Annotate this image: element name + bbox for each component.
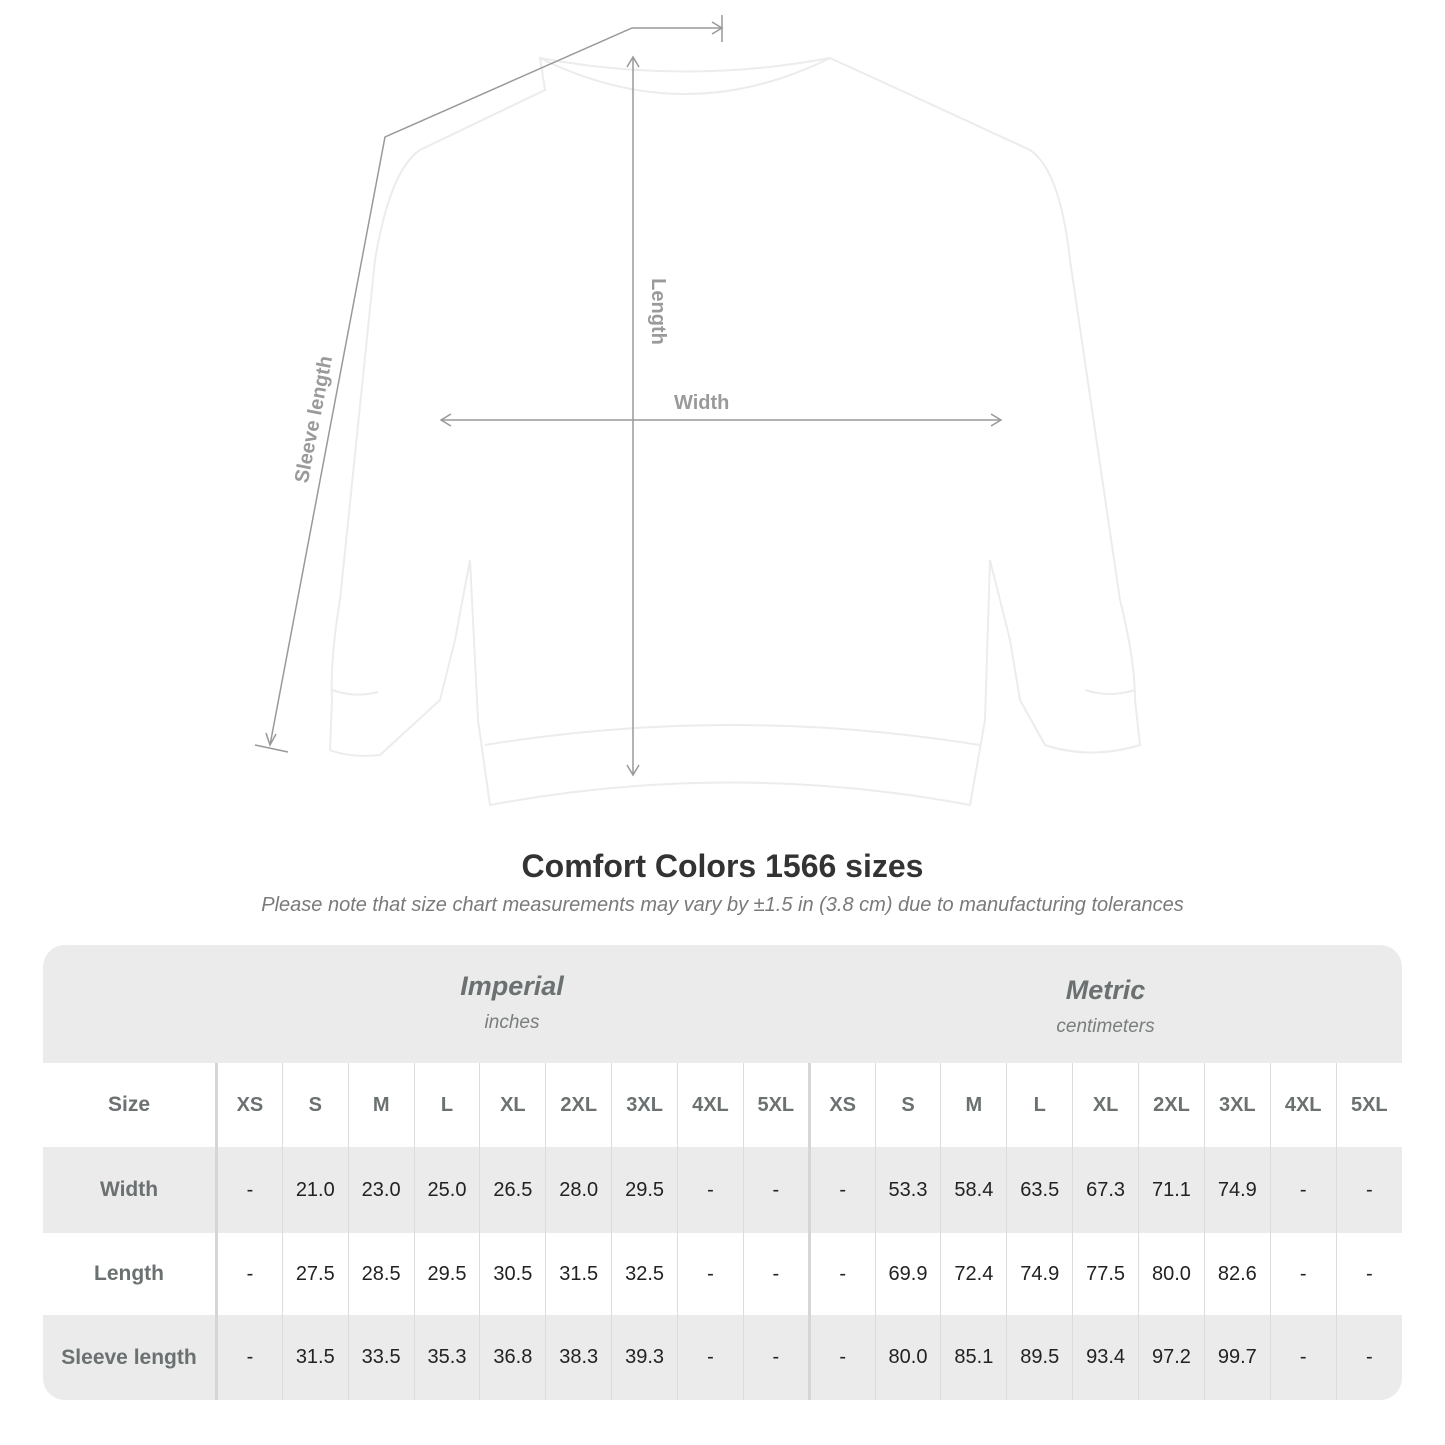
metric-cell: 67.3	[1072, 1147, 1139, 1233]
metric-size-4XL: 4XL	[1269, 1063, 1337, 1147]
imperial-size-XS: XS	[215, 1063, 283, 1147]
metric-cell: 63.5	[1006, 1147, 1073, 1233]
imperial-header: Imperial inches	[215, 945, 809, 1063]
metric-cell: 58.4	[940, 1147, 1007, 1233]
metric-size-S: S	[874, 1063, 941, 1147]
table-row: Length -27.5 28.5 29.5 30.5 31.5 32.5- - -69.9 72…	[43, 1233, 1402, 1315]
metric-cell: -	[1269, 1147, 1337, 1233]
imperial-cell: -	[215, 1315, 283, 1400]
imperial-cell: -	[677, 1147, 744, 1233]
metric-cell: -	[1335, 1147, 1402, 1233]
imperial-cell: -	[215, 1147, 283, 1233]
imperial-cell: 30.5	[479, 1233, 546, 1315]
metric-cell: 82.6	[1203, 1233, 1271, 1315]
row-label: Sleeve length	[43, 1315, 217, 1400]
metric-cell: 69.9	[874, 1233, 941, 1315]
imperial-title: Imperial	[460, 971, 564, 1001]
size-label: Size	[43, 1063, 217, 1147]
metric-cell: 71.1	[1138, 1147, 1205, 1233]
metric-cell: 77.5	[1072, 1233, 1139, 1315]
length-label: Length	[646, 278, 669, 345]
metric-size-M: M	[940, 1063, 1007, 1147]
metric-cell: 80.0	[1138, 1233, 1205, 1315]
imperial-size-XL: XL	[479, 1063, 546, 1147]
metric-cell: 85.1	[940, 1315, 1007, 1400]
imperial-cell: -	[742, 1147, 810, 1233]
imperial-cell: 35.3	[413, 1315, 480, 1400]
imperial-cell: 33.5	[347, 1315, 415, 1400]
metric-size-5XL: 5XL	[1335, 1063, 1402, 1147]
metric-cell: -	[807, 1147, 876, 1233]
imperial-unit: inches	[484, 1012, 540, 1033]
metric-size-L: L	[1006, 1063, 1073, 1147]
imperial-cell: -	[677, 1233, 744, 1315]
sleeve-length-arrow	[254, 15, 724, 753]
imperial-cell: 25.0	[413, 1147, 480, 1233]
imperial-size-L: L	[413, 1063, 480, 1147]
row-label: Length	[43, 1233, 217, 1315]
imperial-cell: 31.5	[545, 1233, 612, 1315]
metric-cell: -	[807, 1315, 876, 1400]
metric-size-XS: XS	[807, 1063, 876, 1147]
metric-cell: 74.9	[1203, 1147, 1271, 1233]
imperial-cell: 31.5	[281, 1315, 349, 1400]
imperial-cell: 28.5	[347, 1233, 415, 1315]
metric-size-3XL: 3XL	[1203, 1063, 1271, 1147]
imperial-size-S: S	[281, 1063, 349, 1147]
imperial-cell: 29.5	[611, 1147, 678, 1233]
imperial-cell: 32.5	[611, 1233, 678, 1315]
imperial-cell: -	[742, 1315, 810, 1400]
imperial-cell: 21.0	[281, 1147, 349, 1233]
length-arrow	[626, 55, 640, 777]
page-title: Comfort Colors 1566 sizes	[521, 848, 924, 884]
width-label: Width	[674, 392, 730, 414]
size-chart: Imperial inches Metric centimeters Size X…	[43, 945, 1402, 1400]
metric-cell: -	[1335, 1233, 1402, 1315]
imperial-cell: -	[742, 1233, 810, 1315]
metric-cell: -	[807, 1233, 876, 1315]
metric-cell: -	[1269, 1315, 1337, 1400]
width-arrow	[439, 413, 1003, 427]
tolerance-note: Please note that size chart measurements…	[261, 894, 1184, 916]
imperial-cell: -	[215, 1233, 283, 1315]
sweatshirt-illustration	[328, 56, 1142, 807]
table-row: Sleeve length -31.5 33.5 35.3 36.8 38.3 39.3- -…	[43, 1315, 1402, 1400]
metric-cell: 74.9	[1006, 1233, 1073, 1315]
metric-cell: 99.7	[1203, 1315, 1271, 1400]
metric-title: Metric	[1065, 975, 1146, 1005]
metric-cell: 80.0	[874, 1315, 941, 1400]
size-table: Size XS S M L XL 2XL 3XL 4XL 5XL XS S M L XL 2XL 3XL 4XL 5…	[43, 1063, 1402, 1400]
imperial-cell: -	[677, 1315, 744, 1400]
imperial-cell: 36.8	[479, 1315, 546, 1400]
metric-size-2XL: 2XL	[1138, 1063, 1205, 1147]
imperial-cell: 39.3	[611, 1315, 678, 1400]
metric-cell: 53.3	[874, 1147, 941, 1233]
metric-size-XL: XL	[1072, 1063, 1139, 1147]
imperial-size-2XL: 2XL	[545, 1063, 612, 1147]
imperial-cell: 27.5	[281, 1233, 349, 1315]
imperial-size-4XL: 4XL	[677, 1063, 744, 1147]
sweatshirt-diagram	[254, 15, 1142, 807]
metric-cell: 97.2	[1138, 1315, 1205, 1400]
imperial-cell: 26.5	[479, 1147, 546, 1233]
metric-cell: -	[1269, 1233, 1337, 1315]
imperial-cell: 38.3	[545, 1315, 612, 1400]
table-row: Width -21.0 23.0 25.0 26.5 28.0 29.5- - -53.3 58.…	[43, 1147, 1402, 1233]
metric-unit: centimeters	[1056, 1016, 1155, 1037]
imperial-size-M: M	[347, 1063, 415, 1147]
imperial-size-5XL: 5XL	[742, 1063, 810, 1147]
imperial-cell: 28.0	[545, 1147, 612, 1233]
imperial-cell: 23.0	[347, 1147, 415, 1233]
imperial-cell: 29.5	[413, 1233, 480, 1315]
metric-cell: 72.4	[940, 1233, 1007, 1315]
metric-cell: 89.5	[1006, 1315, 1073, 1400]
metric-cell: -	[1335, 1315, 1402, 1400]
size-header-row: Size XS S M L XL 2XL 3XL 4XL 5XL XS S M L XL 2XL 3XL 4XL 5…	[43, 1063, 1402, 1147]
imperial-size-3XL: 3XL	[611, 1063, 678, 1147]
row-label: Width	[43, 1147, 217, 1233]
metric-cell: 93.4	[1072, 1315, 1139, 1400]
metric-header: Metric centimeters	[809, 945, 1402, 1063]
